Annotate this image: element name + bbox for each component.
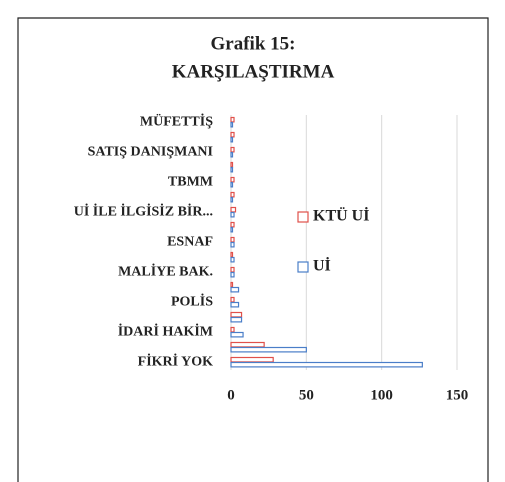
legend-swatch bbox=[297, 261, 309, 273]
chart-title: Grafik 15: bbox=[211, 33, 296, 54]
bar bbox=[230, 221, 235, 228]
bar bbox=[230, 136, 234, 143]
bar bbox=[230, 151, 234, 158]
legend-label: Uİ bbox=[313, 256, 331, 275]
y-tick-label: MÜFETTİŞ bbox=[140, 113, 213, 130]
bar bbox=[230, 346, 307, 353]
x-tick-label: 0 bbox=[227, 387, 235, 403]
y-tick-label: İDARİ HAKİM bbox=[118, 323, 213, 340]
bar bbox=[230, 296, 235, 303]
bar bbox=[230, 251, 234, 258]
bar bbox=[230, 166, 234, 173]
bar bbox=[230, 271, 235, 278]
bar bbox=[230, 301, 240, 308]
y-tick-label: SATIŞ DANIŞMANI bbox=[88, 145, 213, 160]
x-tick-label: 100 bbox=[370, 387, 393, 403]
chart-border bbox=[17, 17, 489, 482]
y-tick-label: MALİYE BAK. bbox=[118, 263, 213, 280]
legend-swatch bbox=[297, 211, 309, 223]
bar bbox=[230, 191, 235, 198]
bar bbox=[230, 226, 234, 233]
bar bbox=[230, 146, 235, 153]
y-tick-label: ESNAF bbox=[167, 235, 213, 250]
y-tick-label: POLİS bbox=[171, 293, 213, 310]
legend-label: KTÜ Uİ bbox=[313, 206, 369, 225]
bar bbox=[230, 326, 235, 333]
bar bbox=[230, 131, 235, 138]
bar bbox=[230, 181, 234, 188]
y-tick-label: FİKRİ YOK bbox=[138, 353, 213, 370]
bar bbox=[230, 256, 235, 263]
bar bbox=[230, 176, 235, 183]
bar bbox=[230, 211, 235, 218]
bar bbox=[230, 121, 234, 128]
bar bbox=[230, 241, 235, 248]
bar bbox=[230, 196, 234, 203]
bar bbox=[230, 236, 235, 243]
y-tick-label: TBMM bbox=[168, 175, 213, 190]
bar bbox=[230, 316, 243, 323]
chart-title: KARŞILAŞTIRMA bbox=[172, 61, 335, 82]
bar bbox=[230, 266, 235, 273]
bar bbox=[230, 361, 423, 368]
bar bbox=[230, 161, 234, 168]
x-tick-label: 50 bbox=[299, 387, 314, 403]
y-tick-label: Uİ İLE İLGİSİZ BİR... bbox=[74, 203, 213, 220]
bar bbox=[230, 356, 274, 363]
bar bbox=[230, 311, 243, 318]
bar bbox=[230, 116, 235, 123]
bar bbox=[230, 286, 240, 293]
bar bbox=[230, 206, 237, 213]
bar bbox=[230, 281, 234, 288]
bar bbox=[230, 331, 244, 338]
x-tick-label: 150 bbox=[446, 387, 469, 403]
bar bbox=[230, 341, 265, 348]
